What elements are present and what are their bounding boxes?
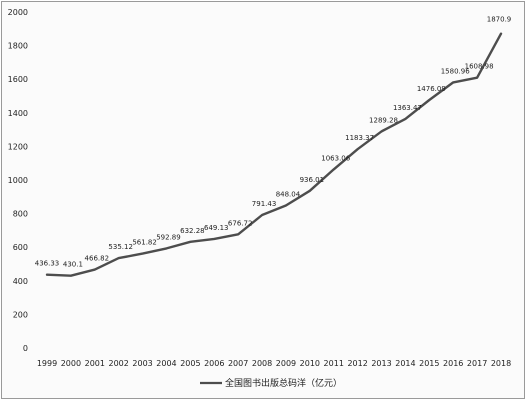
y-tick-label: 800 (13, 210, 28, 219)
data-point (356, 148, 359, 150)
data-point (237, 233, 239, 236)
data-point (500, 32, 502, 35)
y-tick-label: 1400 (8, 109, 28, 118)
x-tick-label: 2010 (300, 359, 320, 368)
y-tick-label: 1200 (8, 142, 28, 151)
data-label: 791.43 (252, 200, 277, 208)
x-tick-label: 2008 (252, 359, 272, 368)
y-axis: 0 200 400 600 800 1000 1200 1400 1600 1800 2000 (8, 8, 28, 353)
data-label: 649.13 (204, 224, 229, 232)
plot-area (45, 32, 503, 277)
y-tick-label: 0 (23, 344, 28, 353)
data-point (309, 189, 311, 192)
series-line (45, 32, 503, 277)
y-tick-label: 1800 (8, 42, 28, 51)
x-tick-label: 2005 (180, 359, 200, 368)
x-tick-label: 2012 (347, 359, 367, 368)
y-tick-label: 1600 (8, 75, 28, 84)
data-label: 535.12 (108, 243, 133, 251)
x-tick-label: 2001 (85, 359, 105, 368)
data-point (93, 268, 96, 271)
data-label: 1580.96 (441, 67, 470, 75)
data-label: 936.01 (300, 176, 325, 184)
x-tick-label: 2007 (228, 359, 248, 368)
data-point (332, 168, 335, 171)
data-label: 1183.37 (345, 134, 374, 142)
data-label: 1476.09 (417, 85, 446, 93)
data-label: 1289.28 (369, 116, 398, 124)
data-label: 676.72 (228, 219, 253, 227)
x-tick-label: 2016 (443, 359, 463, 368)
data-label: 430.1 (63, 261, 83, 269)
data-point (165, 247, 168, 250)
data-point (117, 257, 120, 259)
data-label: 848.04 (276, 191, 301, 199)
data-label: 1363.47 (393, 104, 422, 112)
x-tick-label: 2015 (419, 359, 439, 368)
data-label: 1608.98 (465, 63, 494, 71)
data-point (380, 130, 383, 133)
y-tick-label: 2000 (8, 8, 28, 17)
legend-label: 全国图书出版总码洋（亿元） (225, 377, 342, 389)
y-tick-label: 600 (13, 243, 28, 252)
x-tick-label: 2000 (61, 359, 81, 368)
x-axis: 1999 2000 2001 2002 2003 2004 2005 2006 2007 2008… (37, 359, 511, 368)
x-tick-label: 2014 (395, 359, 415, 368)
data-point (189, 240, 192, 243)
y-tick-label: 1000 (8, 176, 28, 185)
data-point (46, 273, 48, 276)
x-tick-label: 2004 (156, 359, 176, 368)
data-point (476, 76, 478, 79)
x-tick-label: 2006 (204, 359, 224, 368)
data-label: 1870.9 (487, 16, 512, 24)
data-label: 632.28 (180, 227, 205, 235)
data-label: 436.33 (35, 260, 60, 268)
x-tick-label: 2013 (371, 359, 391, 368)
data-label: 466.82 (85, 255, 110, 263)
data-point (213, 238, 216, 240)
x-tick-label: 1999 (37, 359, 57, 368)
x-tick-label: 2017 (467, 359, 487, 368)
data-label: 1063.06 (321, 154, 350, 162)
data-point (452, 81, 455, 84)
x-tick-label: 2003 (132, 359, 152, 368)
x-tick-label: 2011 (324, 359, 344, 368)
data-point (141, 252, 144, 255)
x-tick-label: 2009 (276, 359, 296, 368)
data-point (285, 204, 287, 207)
legend: 全国图书出版总码洋（亿元） (200, 377, 342, 389)
y-tick-label: 400 (13, 277, 28, 286)
x-tick-label: 2018 (491, 359, 511, 368)
y-tick-label: 200 (13, 310, 28, 319)
x-tick-label: 2002 (109, 359, 129, 368)
data-label: 561.82 (132, 239, 157, 247)
data-point (70, 274, 72, 277)
data-point (428, 99, 431, 101)
data-point (261, 214, 263, 216)
data-point (404, 118, 407, 120)
data-label: 592.89 (156, 233, 181, 241)
